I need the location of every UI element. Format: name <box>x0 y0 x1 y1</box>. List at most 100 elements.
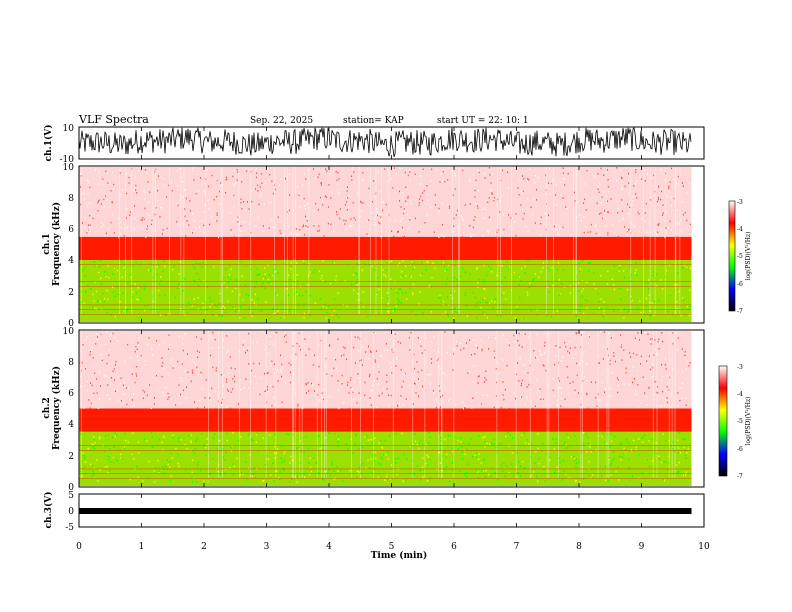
spectrogram-speckle <box>193 279 195 282</box>
spectrogram-speckle <box>164 394 166 396</box>
spectrogram-speckle <box>527 336 529 339</box>
spectrogram-speckle <box>112 201 114 204</box>
spectrogram-speckle <box>196 480 198 483</box>
spectrogram-speckle <box>337 445 339 447</box>
spectrogram-speckle <box>197 356 199 358</box>
spectrogram-speckle <box>532 213 534 216</box>
spectrogram-speckle <box>337 380 339 382</box>
spectrogram-speckle <box>616 377 618 379</box>
spectrogram-speckle <box>661 264 663 266</box>
spectrogram-speckle <box>201 220 203 222</box>
spectrogram-speckle <box>127 386 129 389</box>
spectrogram-speckle <box>206 444 208 446</box>
spectrogram-speckle <box>79 173 81 175</box>
spectrogram-speckle <box>540 216 542 218</box>
spectrogram-speckle <box>82 222 83 224</box>
spectrogram-speckle <box>276 331 278 334</box>
spectrogram-speckle <box>563 443 565 445</box>
spectrogram-speckle <box>385 269 387 271</box>
spectrogram-speckle <box>338 316 340 318</box>
spectrogram-speckle <box>480 403 482 405</box>
spectrogram-speckle <box>271 360 273 362</box>
spectrogram-speckle <box>303 303 305 305</box>
spectrogram-speckle <box>463 339 465 341</box>
spectrogram-speckle <box>418 379 420 382</box>
spectrogram-speckle <box>191 305 193 307</box>
spectrogram-speckle <box>387 180 389 182</box>
spectrogram-speckle <box>356 402 358 404</box>
spectrogram-speckle <box>200 177 201 179</box>
spectrogram-speckle <box>463 442 465 444</box>
spectrogram-speckle <box>338 438 340 440</box>
spectrogram-speckle <box>466 342 467 344</box>
spectrogram-speckle <box>273 452 276 454</box>
spectrogram-speckle <box>622 187 623 189</box>
spectrogram-speckle <box>364 443 366 446</box>
spectrogram-speckle <box>416 361 418 363</box>
spectrogram-speckle <box>677 272 679 274</box>
spectrogram-speckle <box>264 287 266 289</box>
spectrogram-speckle <box>468 370 470 373</box>
spectrogram-speckle <box>146 228 148 230</box>
spectrogram-speckle <box>329 344 331 346</box>
spectrogram-speckle <box>390 288 392 290</box>
spectrogram-speckle <box>186 312 188 314</box>
spectrogram-speckle <box>317 394 319 396</box>
spectrogram-speckle <box>110 340 112 343</box>
spectrogram-speckle <box>565 447 567 450</box>
ch1-waveform-line <box>78 126 692 157</box>
spectrogram-speckle <box>273 372 275 374</box>
ch2-colorbar-label: log(PSD)(V²/Hz) <box>745 397 752 446</box>
xtick-3: 3 <box>264 542 270 552</box>
spectrogram-speckle <box>213 405 215 407</box>
spectrogram-speckle <box>405 398 407 400</box>
spectrogram-speckle <box>405 275 407 277</box>
spectrogram-speckle <box>633 167 635 169</box>
spectrogram-speckle <box>269 434 271 436</box>
spectrogram-speckle <box>436 169 438 171</box>
spectrogram-speckle <box>532 279 534 281</box>
spectrogram-speckle <box>689 447 691 449</box>
spectrogram-speckle <box>483 458 486 461</box>
spectrogram-speckle <box>148 269 150 271</box>
spectrogram-speckle <box>450 294 452 297</box>
spectrogram-speckle <box>476 302 478 304</box>
spectrogram-speckle <box>330 197 332 199</box>
spectrogram-speckle <box>407 174 409 177</box>
spectrogram-speckle <box>237 439 240 442</box>
spectrogram-speckle <box>486 442 488 445</box>
spectrogram-speckle <box>464 453 466 456</box>
spectrogram-speckle <box>476 391 477 394</box>
spectrogram-speckle <box>412 403 414 405</box>
spectrogram-speckle <box>682 201 684 203</box>
ch2-spec-ytick-10: 10 <box>63 327 75 337</box>
spectrogram-speckle <box>177 360 179 363</box>
spectrogram-speckle <box>375 361 377 363</box>
spectrogram-speckle <box>108 349 110 351</box>
spectrogram-speckle <box>248 363 250 365</box>
spectrogram-speckle <box>534 405 536 407</box>
spectrogram-speckle <box>533 350 535 352</box>
spectrogram-speckle <box>351 225 353 227</box>
spectrogram-speckle <box>107 298 109 301</box>
spectrogram-speckle <box>501 357 502 360</box>
spectrogram-speckle <box>233 236 235 238</box>
spectrogram-speckle <box>461 451 464 453</box>
spectrogram-speckle <box>153 403 155 405</box>
spectrogram-speckle <box>320 182 322 184</box>
spectrogram-speckle <box>508 267 510 270</box>
spectrogram-speckle <box>668 185 670 188</box>
spectrogram-speckle <box>134 227 136 230</box>
spectrogram-speckle <box>504 475 506 477</box>
spectrogram-speckle <box>411 446 413 448</box>
spectrogram-speckle <box>302 407 304 410</box>
spectrogram-speckle <box>664 390 666 392</box>
spectrogram-speckle <box>97 210 99 212</box>
spectrogram-speckle <box>98 398 100 400</box>
spectrogram-speckle <box>83 454 85 457</box>
spectrogram-speckle <box>607 169 608 171</box>
spectrogram-speckle <box>127 441 129 443</box>
spectrogram-speckle <box>319 206 321 209</box>
spectrogram-speckle <box>234 195 236 197</box>
spectrogram-speckle <box>446 453 448 456</box>
